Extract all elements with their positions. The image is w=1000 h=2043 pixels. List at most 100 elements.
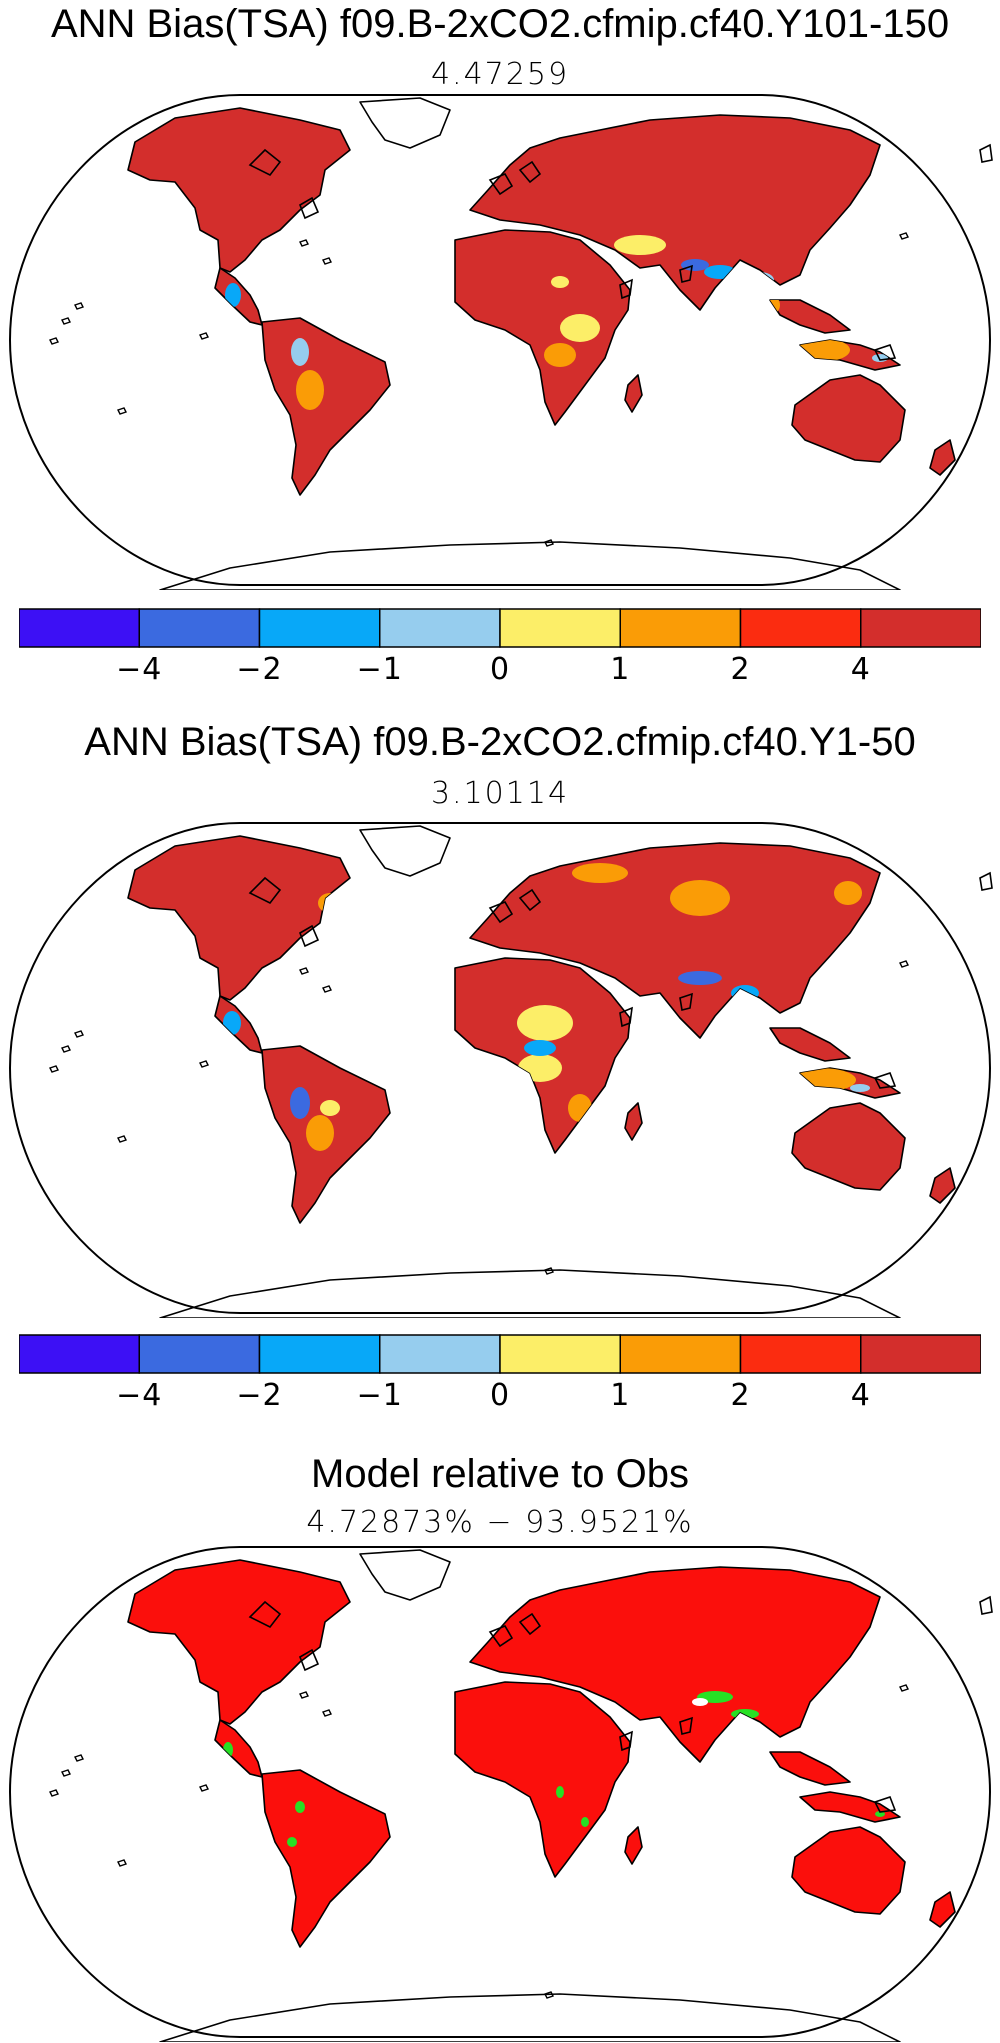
island (299, 1691, 309, 1699)
anomaly-patch (692, 1698, 708, 1706)
world-map-panel-3 (8, 1546, 993, 2042)
coastline-detail (979, 143, 993, 163)
colorbar-tick-label: −1 (356, 652, 403, 687)
anomaly-patch (581, 1817, 589, 1827)
island (899, 1684, 909, 1692)
panel-2-subtitle: 3.10114 (430, 776, 570, 811)
continent-antarctica (159, 1269, 901, 1318)
map-frame (8, 822, 992, 1314)
anomaly-patch (572, 863, 628, 883)
colorbar-tick-label: 0 (489, 1378, 511, 1413)
continent-indochina (769, 1027, 851, 1062)
anomaly-patch (551, 276, 569, 288)
continent-indochina (769, 1751, 851, 1786)
continent-eurasia (469, 1566, 881, 1763)
island (74, 1030, 84, 1038)
continent-namerica (127, 835, 351, 1001)
coastline-detail (248, 1600, 282, 1629)
panel-1-title: ANN Bias(TSA) f09.B-2xCO2.cfmip.cf40.Y10… (50, 2, 950, 46)
colorbar-tick-label: 2 (730, 1378, 751, 1413)
colorbar-2 (19, 1334, 981, 1374)
panel-1-subtitle: 4.47259 (430, 57, 570, 92)
colorbar-tick-label: −1 (356, 1378, 403, 1413)
coastline-detail (873, 1071, 897, 1089)
colorbar-tick-label: −4 (116, 652, 163, 687)
coastline-detail (679, 264, 693, 283)
anomaly-patch (834, 881, 862, 905)
continent-madagascar (624, 374, 643, 413)
panel-3-subtitle: 4.72873% − 93.9521% (306, 1505, 694, 1540)
coastline-detail (299, 924, 320, 948)
colorbar-2-labels: −4 −2 −1 0 1 2 4 (0, 1378, 1000, 1418)
colorbar-swatch (258, 1334, 381, 1374)
continent-greenland (359, 1549, 451, 1601)
colorbar-swatch (619, 608, 742, 648)
continent-australia (791, 1826, 906, 1915)
colorbar-swatch (499, 608, 621, 648)
colorbar-tick-label: −2 (236, 1378, 283, 1413)
map-frame (8, 1546, 992, 2038)
coastline-detail (619, 1006, 633, 1028)
coastline-detail (299, 1648, 320, 1672)
colorbar-swatch (860, 1334, 981, 1374)
island (49, 1065, 59, 1073)
colorbar-swatch (619, 1334, 742, 1374)
continent-australia (791, 374, 906, 463)
island (61, 317, 71, 325)
island (61, 1769, 71, 1777)
island (299, 239, 309, 247)
island (117, 407, 127, 415)
colorbar-swatch (138, 1334, 261, 1374)
anomaly-patch (544, 343, 576, 367)
colorbar-swatch (739, 608, 862, 648)
island (49, 337, 59, 345)
anomaly-patch (850, 1084, 870, 1092)
coastline-detail (248, 876, 282, 905)
world-map-panel-2 (8, 822, 993, 1318)
coastline-detail (518, 888, 542, 912)
coastline-detail (679, 992, 693, 1011)
island (544, 1267, 554, 1275)
panel-3-title: Model relative to Obs (311, 1452, 689, 1496)
colorbar-swatch (499, 1334, 621, 1374)
continent-namerica (127, 1559, 351, 1725)
anomaly-patch (678, 971, 722, 985)
colorbar-1 (19, 608, 981, 648)
continent-australia (791, 1102, 906, 1191)
colorbar-swatch (138, 608, 261, 648)
continent-samerica (261, 1769, 391, 1948)
colorbar-swatch (258, 608, 381, 648)
continent-namerica (127, 107, 351, 273)
anomaly-patch (517, 1005, 573, 1041)
coastline-detail (979, 1595, 993, 1615)
island (322, 985, 332, 993)
island (544, 1991, 554, 1999)
continent-greenland (359, 97, 451, 149)
coastline-detail (488, 901, 514, 924)
anomaly-patch (320, 1100, 340, 1116)
coastline-detail (873, 343, 897, 361)
island (74, 302, 84, 310)
anomaly-patch (875, 1811, 885, 1817)
coastline-detail (679, 1716, 693, 1735)
continent-eurasia (469, 114, 881, 311)
island (899, 960, 909, 968)
colorbar-tick-label: 1 (610, 1378, 631, 1413)
coastline-detail (979, 871, 993, 891)
continent-antarctica (159, 1993, 901, 2042)
colorbar-swatch (739, 1334, 862, 1374)
island (199, 1060, 209, 1068)
coastline-detail (619, 278, 633, 300)
colorbar-swatch (860, 608, 981, 648)
coastline-detail (488, 1625, 514, 1648)
colorbar-swatch (379, 608, 501, 648)
coastline-detail (518, 160, 542, 184)
anomaly-patch (524, 1040, 556, 1056)
anomaly-patch (306, 1115, 334, 1151)
anomaly-patch (291, 338, 309, 366)
continent-madagascar (624, 1826, 643, 1865)
continent-newzealand (929, 1167, 956, 1204)
coastline-detail (299, 196, 320, 220)
continent-newzealand (929, 1891, 956, 1928)
anomaly-patch (225, 283, 241, 307)
